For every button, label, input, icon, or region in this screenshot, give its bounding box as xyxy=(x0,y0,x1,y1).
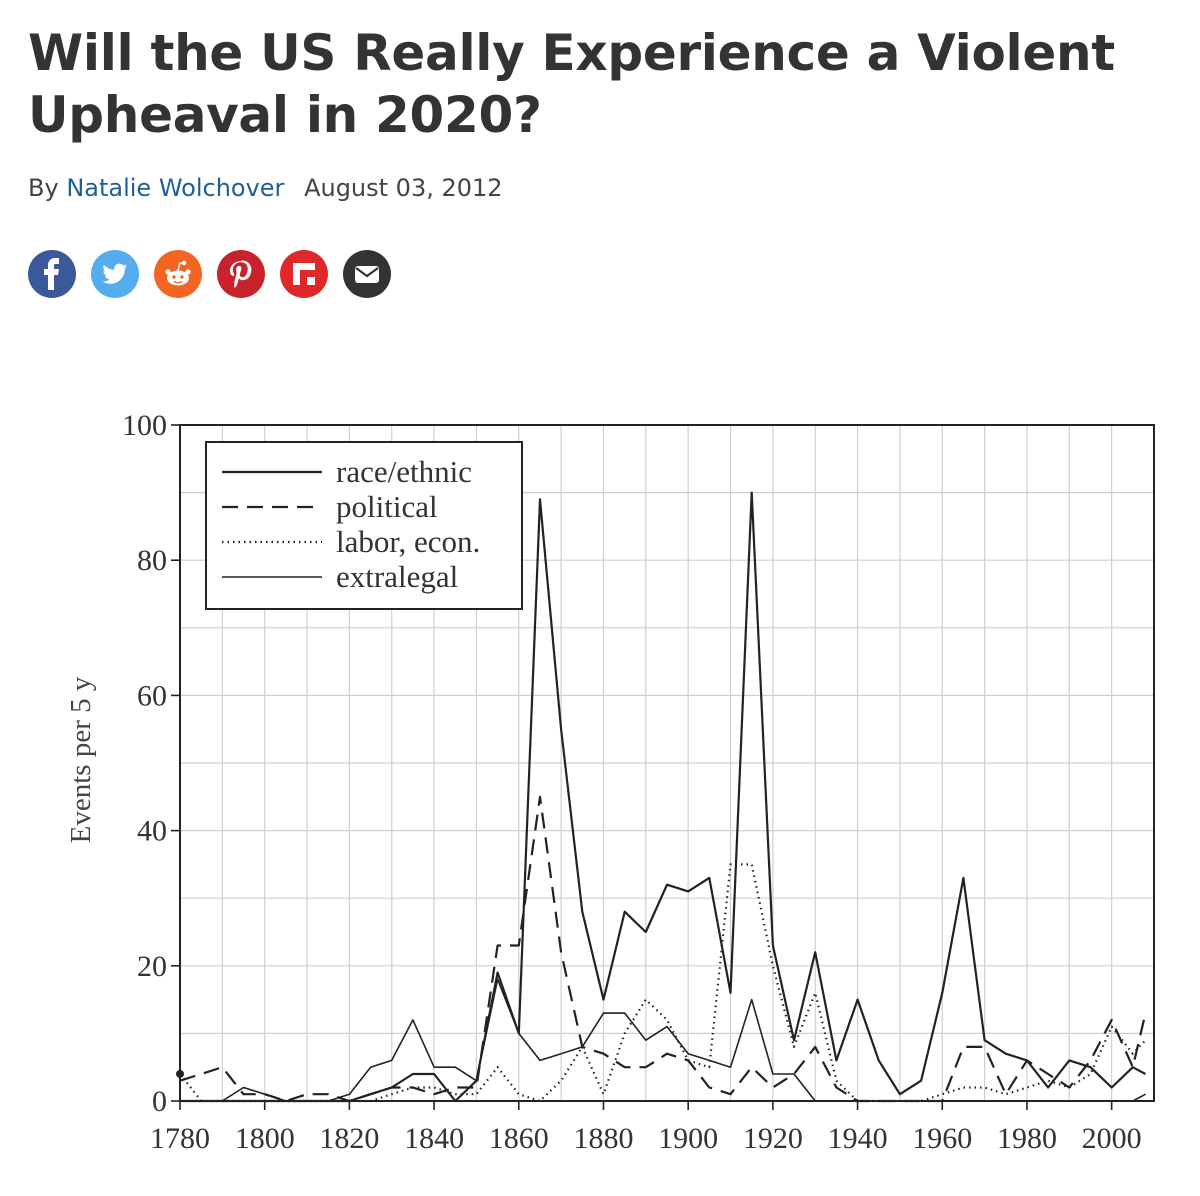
flipboard-share-button[interactable] xyxy=(280,250,328,298)
author-link[interactable]: Natalie Wolchover xyxy=(66,174,285,202)
series-line-race-ethnic xyxy=(180,491,1147,1103)
publish-date: August 03, 2012 xyxy=(304,174,503,202)
legend-label: extralegal xyxy=(336,559,458,594)
legend-label: labor, econ. xyxy=(336,524,480,559)
email-share-button[interactable] xyxy=(343,250,391,298)
y-tick-label: 80 xyxy=(137,544,167,577)
pinterest-icon xyxy=(230,260,252,288)
x-tick-label: 1800 xyxy=(235,1122,295,1155)
series-line-labor-econ xyxy=(179,863,1147,1103)
email-icon xyxy=(355,266,379,283)
x-tick-label: 1960 xyxy=(912,1122,972,1155)
twitter-icon xyxy=(102,263,128,284)
legend-label: race/ethnic xyxy=(336,454,472,489)
x-tick-label: 1920 xyxy=(743,1122,803,1155)
y-tick-label: 40 xyxy=(137,815,167,848)
axis-ticks xyxy=(171,424,1113,1110)
by-label: By xyxy=(28,174,59,202)
reddit-share-button[interactable] xyxy=(154,250,202,298)
x-tick-label: 1820 xyxy=(319,1122,379,1155)
x-tick-label: 1980 xyxy=(997,1122,1057,1155)
reddit-icon xyxy=(165,260,191,286)
x-tick-label: 2000 xyxy=(1082,1122,1142,1155)
series-start-marker xyxy=(176,1069,184,1078)
x-tick-label: 1840 xyxy=(404,1122,464,1155)
y-tick-labels: 0 20 40 60 80 100 xyxy=(122,409,167,1118)
series-lines xyxy=(176,491,1147,1103)
x-tick-label: 1780 xyxy=(150,1122,210,1155)
plot-frame xyxy=(179,424,1155,1102)
y-tick-label: 60 xyxy=(137,679,167,712)
y-tick-label: 100 xyxy=(122,409,167,442)
x-tick-label: 1880 xyxy=(573,1122,633,1155)
byline: By Natalie Wolchover August 03, 2012 xyxy=(28,174,503,202)
flipboard-icon xyxy=(293,263,315,285)
x-tick-labels: 1780 1800 1820 1840 1860 1880 1900 1920 1940 1960… xyxy=(150,1122,1142,1155)
series-line-extralegal xyxy=(180,978,1146,1102)
legend-label: political xyxy=(336,489,438,524)
x-tick-label: 1900 xyxy=(658,1122,718,1155)
facebook-share-button[interactable] xyxy=(28,250,76,298)
facebook-icon xyxy=(44,258,59,290)
y-tick-label: 20 xyxy=(137,950,167,983)
share-bar xyxy=(28,250,406,298)
y-tick-label: 0 xyxy=(152,1085,167,1118)
article-title: Will the US Really Experience a Violent … xyxy=(28,24,1115,144)
legend-box xyxy=(205,441,523,610)
pinterest-share-button[interactable] xyxy=(217,250,265,298)
series-line-political xyxy=(179,795,1147,1103)
twitter-share-button[interactable] xyxy=(91,250,139,298)
x-tick-label: 1940 xyxy=(828,1122,888,1155)
x-tick-label: 1860 xyxy=(489,1122,549,1155)
y-axis-label: Events per 5 y xyxy=(65,676,97,843)
